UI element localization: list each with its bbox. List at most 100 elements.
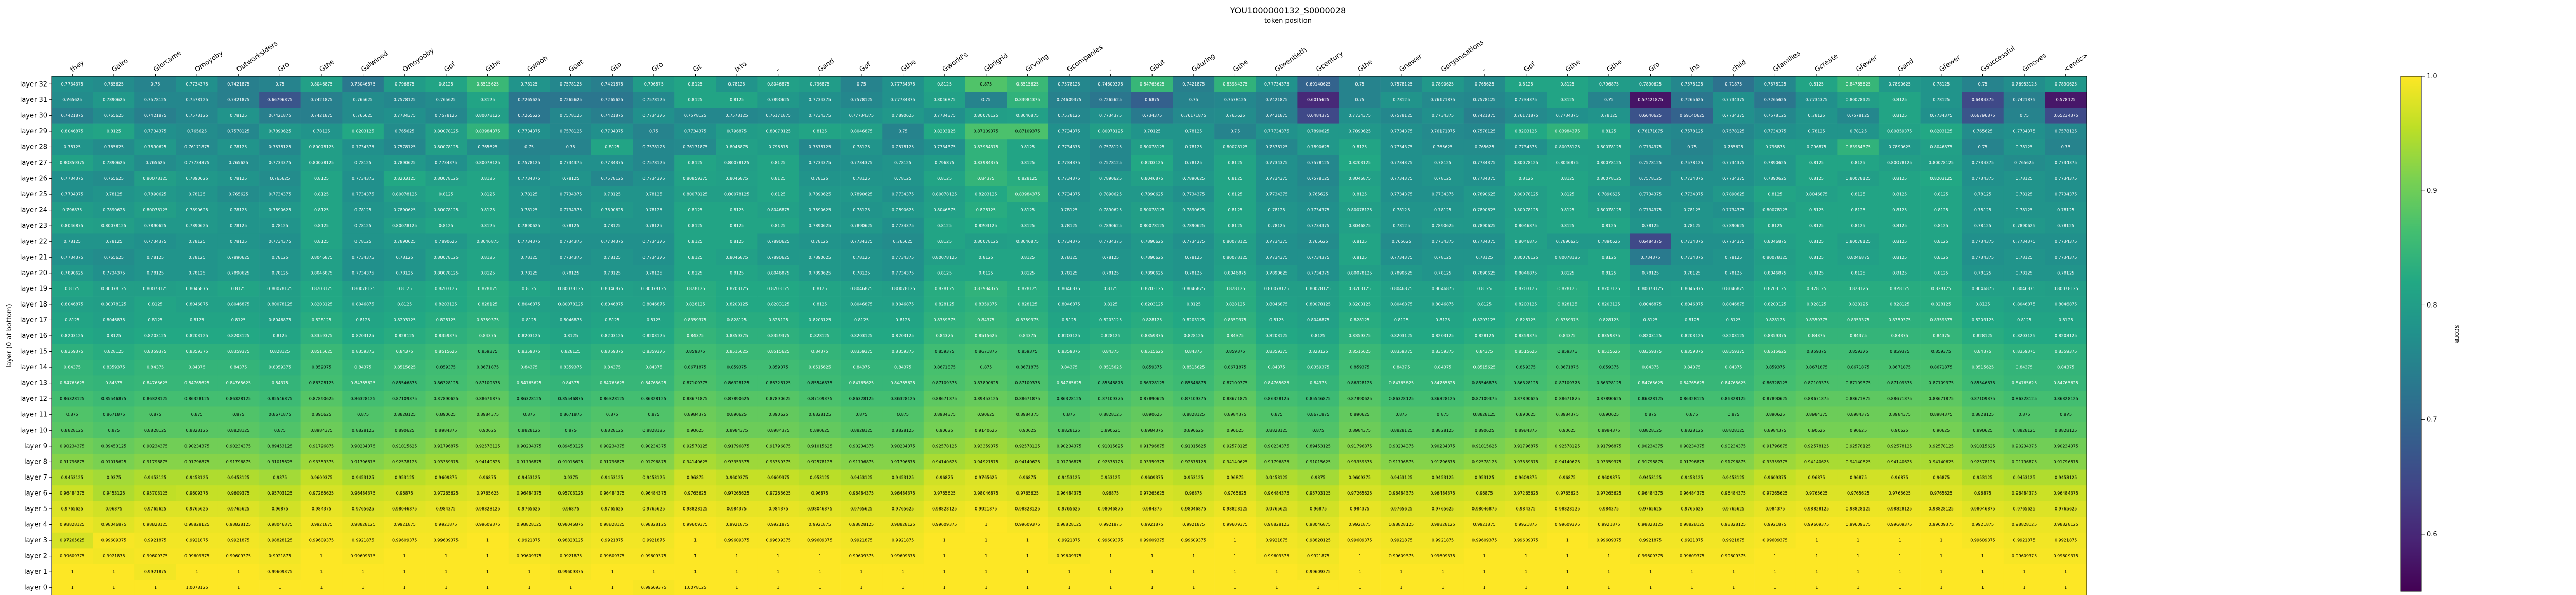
heatmap-cell	[134, 469, 177, 486]
cell-value-label: 0.96875	[272, 507, 289, 512]
heatmap-cell	[1837, 485, 1879, 502]
cell-value-label: 0.88671875	[1887, 397, 1912, 401]
heatmap-cell	[1090, 328, 1132, 344]
cell-value-label: 1	[2023, 570, 2026, 574]
heatmap-cell	[134, 108, 177, 124]
heatmap-cell	[1505, 281, 1547, 297]
heatmap-cell	[840, 548, 883, 565]
cell-value-label: 1	[1483, 554, 1486, 558]
heatmap-cell	[1090, 108, 1132, 124]
cell-value-label: 0.9921875	[1639, 538, 1662, 543]
cell-value-label: 0.9453125	[601, 475, 623, 480]
cell-value-label: 0.8125	[1934, 270, 1948, 275]
heatmap-cell	[882, 359, 924, 376]
cell-value-label: 0.78125	[1684, 208, 1701, 212]
cell-value-label: 0.69140625	[1306, 82, 1330, 87]
cell-value-label: 0.9453125	[144, 475, 166, 480]
heatmap-cell	[1630, 438, 1672, 454]
heatmap-cell	[1090, 375, 1132, 392]
cell-value-label: 0.984375	[727, 507, 747, 512]
heatmap-cell	[383, 422, 426, 438]
heatmap-cell	[1048, 296, 1090, 313]
x-tick-label: Gt	[692, 63, 703, 74]
cell-value-label: 0.8984375	[934, 412, 956, 417]
heatmap-cell	[840, 359, 883, 376]
heatmap-cell	[1048, 564, 1090, 580]
heatmap-cell	[1588, 328, 1630, 344]
cell-value-label: 0.7890625	[1141, 192, 1163, 197]
heatmap-cell	[425, 123, 467, 140]
heatmap-cell	[259, 485, 301, 502]
heatmap-cell	[923, 422, 965, 438]
heatmap-cell	[2045, 171, 2087, 187]
heatmap-cell	[1671, 485, 1713, 502]
cell-value-label: 0.88671875	[475, 397, 500, 401]
cell-value-label: 0.78125	[1268, 208, 1285, 212]
heatmap-cell	[1297, 390, 1340, 407]
heatmap-cell	[2045, 422, 2087, 438]
heatmap-cell	[342, 517, 384, 533]
heatmap-cell	[1754, 186, 1797, 202]
heatmap-cell	[1090, 438, 1132, 454]
cell-value-label: 0.80078125	[1223, 145, 1247, 149]
cell-value-label: 1	[1815, 570, 1818, 574]
heatmap-cell	[134, 76, 177, 92]
cell-value-label: 0.8046875	[934, 208, 956, 212]
heatmap-cell	[1173, 92, 1215, 108]
cell-value-label: 0.875	[2060, 412, 2072, 417]
cell-value-label: 0.7421875	[601, 82, 623, 87]
colorbar-tick-label: 1.0	[2427, 73, 2437, 80]
heatmap-cell	[1795, 469, 1838, 486]
heatmap-cell	[799, 265, 841, 281]
cell-value-label: 0.8125	[937, 224, 952, 228]
cell-value-label: 0.80078125	[475, 161, 500, 165]
heatmap-cell	[840, 92, 883, 108]
heatmap-cell	[923, 186, 965, 202]
heatmap-cell	[1007, 532, 1048, 549]
heatmap-cell	[674, 406, 717, 423]
cell-value-label: 0.765625	[1475, 82, 1494, 87]
heatmap-cell	[965, 390, 1007, 407]
cell-value-label: 1	[1234, 554, 1236, 558]
cell-value-label: 0.8125	[1020, 145, 1035, 149]
heatmap-cell	[1338, 406, 1381, 423]
heatmap-cell	[93, 202, 135, 218]
cell-value-label: 0.7734375	[1681, 255, 1703, 260]
cell-value-label: 0.7578125	[1764, 113, 1786, 118]
cell-value-label: 0.98828125	[890, 522, 915, 527]
heatmap-cell	[508, 265, 550, 281]
x-tick-label: they	[69, 59, 86, 74]
cell-value-label: 0.8515625	[809, 365, 831, 370]
heatmap-cell	[425, 390, 467, 407]
heatmap-cell	[1878, 328, 1921, 344]
heatmap-cell	[1878, 517, 1921, 533]
cell-value-label: 1	[943, 585, 946, 590]
heatmap-cell	[1547, 438, 1588, 454]
cell-value-label: 0.78125	[853, 270, 870, 275]
heatmap-cell	[1297, 217, 1340, 234]
heatmap-cell	[1131, 532, 1173, 549]
cell-value-label: 0.78125	[1476, 255, 1493, 260]
cell-value-label: 0.9921875	[1598, 522, 1620, 527]
cell-value-label: 0.859375	[769, 365, 788, 370]
cell-value-label: 1	[1026, 554, 1029, 558]
cell-value-label: 0.984375	[769, 507, 788, 512]
heatmap-cell	[217, 390, 260, 407]
heatmap-cell	[1007, 564, 1048, 580]
heatmap-cell	[716, 406, 758, 423]
heatmap-cell	[383, 296, 426, 313]
cell-value-label: 0.78125	[1933, 97, 1950, 102]
heatmap-cell	[217, 123, 260, 140]
cell-value-label: 0.8125	[148, 302, 163, 307]
cell-value-label: 0.76953125	[2012, 82, 2037, 87]
cell-value-label: 0.90625	[1891, 428, 1908, 433]
cell-value-label: 0.953125	[810, 475, 829, 480]
heatmap-cell	[550, 359, 592, 376]
cell-value-label: 0.8125	[1892, 113, 1907, 118]
y-tick-label: layer 4	[24, 521, 47, 529]
cell-value-label: 0.7890625	[1265, 270, 1287, 275]
heatmap-cell	[1214, 359, 1257, 376]
heatmap-cell	[1173, 438, 1215, 454]
heatmap-cell	[1214, 217, 1257, 234]
cell-value-label: 1	[985, 585, 987, 590]
